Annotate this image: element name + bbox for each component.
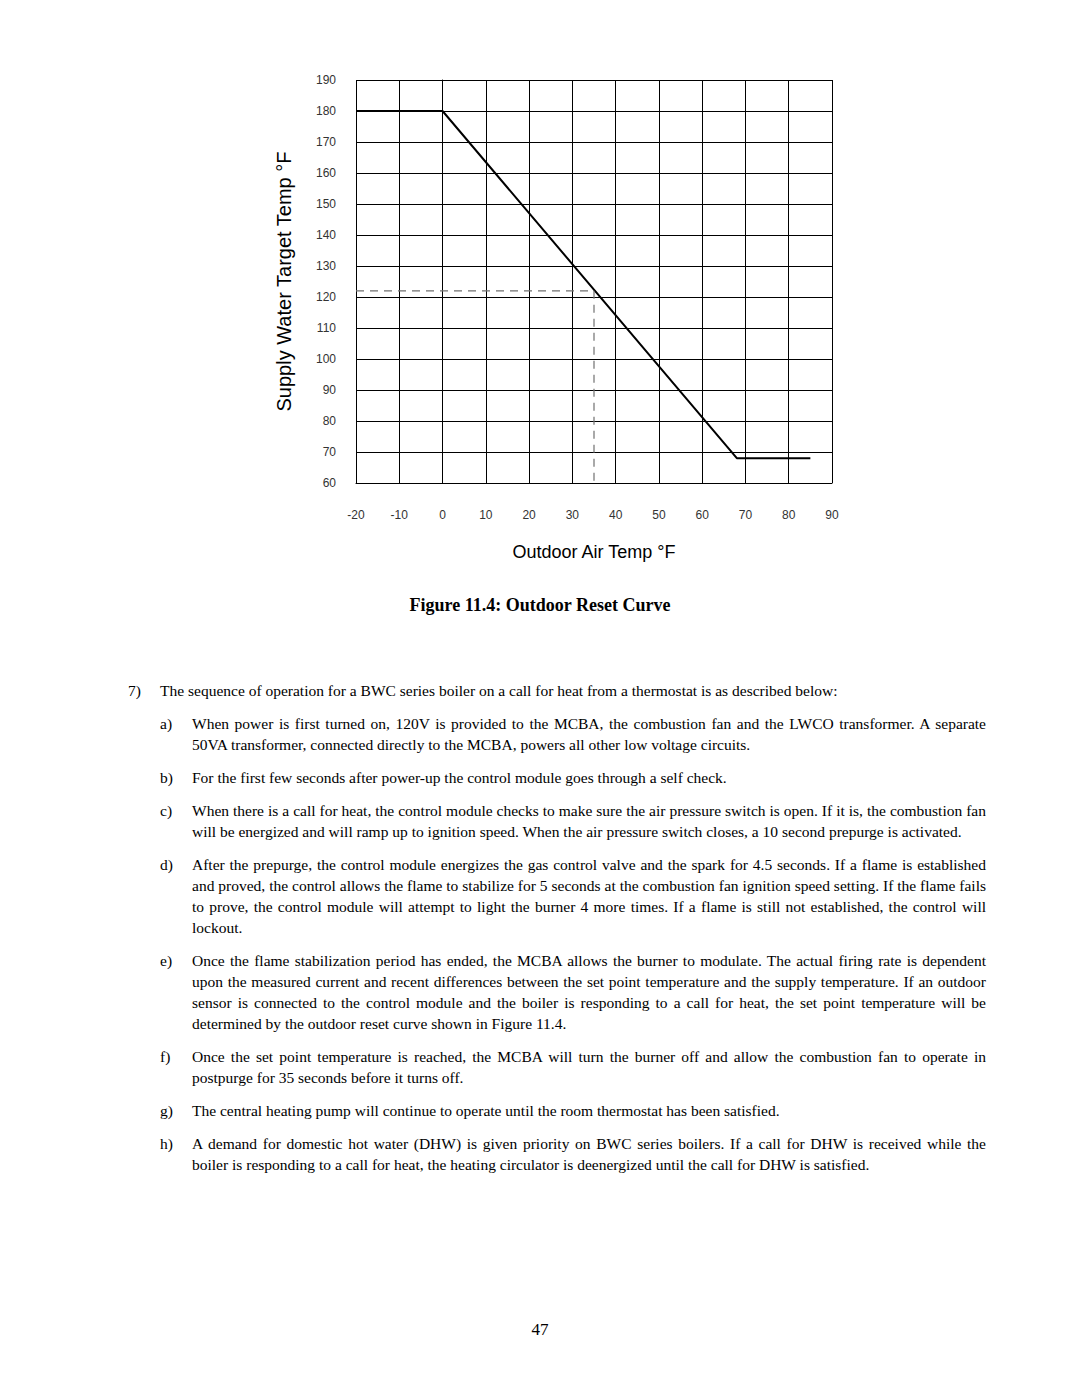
svg-text:60: 60 (323, 476, 337, 490)
html-text:The sequence of operation for: The sequence of operation for a BWC seri… (160, 682, 838, 699)
html-text:For the first few seconds afte: For the first few seconds after power-up… (192, 769, 727, 786)
html-text:h): h) (160, 1135, 173, 1152)
svg-text:10: 10 (479, 508, 493, 522)
html-text:c): c) (160, 802, 172, 819)
html-text:a): a) (160, 715, 172, 732)
html-text:47: 47 (531, 1320, 549, 1339)
svg-text:170: 170 (316, 135, 336, 149)
svg-text:0: 0 (439, 508, 446, 522)
svg-text:160: 160 (316, 166, 336, 180)
html-text:A demand for domestic hot wate: A demand for domestic hot water (DHW) is… (192, 1135, 986, 1173)
svg-text:190: 190 (316, 73, 336, 87)
svg-text:90: 90 (825, 508, 839, 522)
html-text:Figure 11.4: Outdoor Reset Cur: Figure 11.4: Outdoor Reset Curve (409, 595, 671, 615)
html-text:b): b) (160, 769, 173, 786)
svg-text:70: 70 (323, 445, 337, 459)
svg-text:140: 140 (316, 228, 336, 242)
svg-text:-10: -10 (391, 508, 409, 522)
svg-text:150: 150 (316, 197, 336, 211)
html-text:7): 7) (128, 682, 141, 699)
svg-text:90: 90 (323, 383, 337, 397)
svg-text:100: 100 (316, 352, 336, 366)
svg-text:70: 70 (739, 508, 753, 522)
html-text:After the prepurge, the contro: After the prepurge, the control module e… (192, 856, 986, 936)
html-text:Once the flame stabilization p: Once the flame stabilization period has … (192, 952, 986, 1032)
html-text:When power is first turned on,: When power is first turned on, 120V is p… (192, 715, 986, 753)
html-text:Once the set point temperature: Once the set point temperature is reache… (192, 1048, 986, 1086)
svg-text:130: 130 (316, 259, 336, 273)
svg-text:50: 50 (652, 508, 666, 522)
svg-text:40: 40 (609, 508, 623, 522)
svg-text:120: 120 (316, 290, 336, 304)
svg-text:20: 20 (522, 508, 536, 522)
html-text:d): d) (160, 856, 173, 873)
html-text:The central heating pump will: The central heating pump will continue t… (192, 1102, 780, 1119)
svg-text:30: 30 (566, 508, 580, 522)
svg-text:Supply Water Target Temp °F: Supply Water Target Temp °F (273, 152, 295, 412)
svg-text:60: 60 (696, 508, 710, 522)
svg-text:80: 80 (323, 414, 337, 428)
html-text:f): f) (160, 1048, 171, 1065)
html-text:e): e) (160, 952, 172, 969)
svg-text:Outdoor Air Temp °F: Outdoor Air Temp °F (513, 542, 676, 562)
svg-text:80: 80 (782, 508, 796, 522)
svg-text:180: 180 (316, 104, 336, 118)
html-text:When there is a call for heat,: When there is a call for heat, the contr… (192, 802, 986, 840)
html-text:g): g) (160, 1102, 173, 1119)
svg-text:-20: -20 (347, 508, 365, 522)
svg-text:110: 110 (317, 321, 336, 335)
